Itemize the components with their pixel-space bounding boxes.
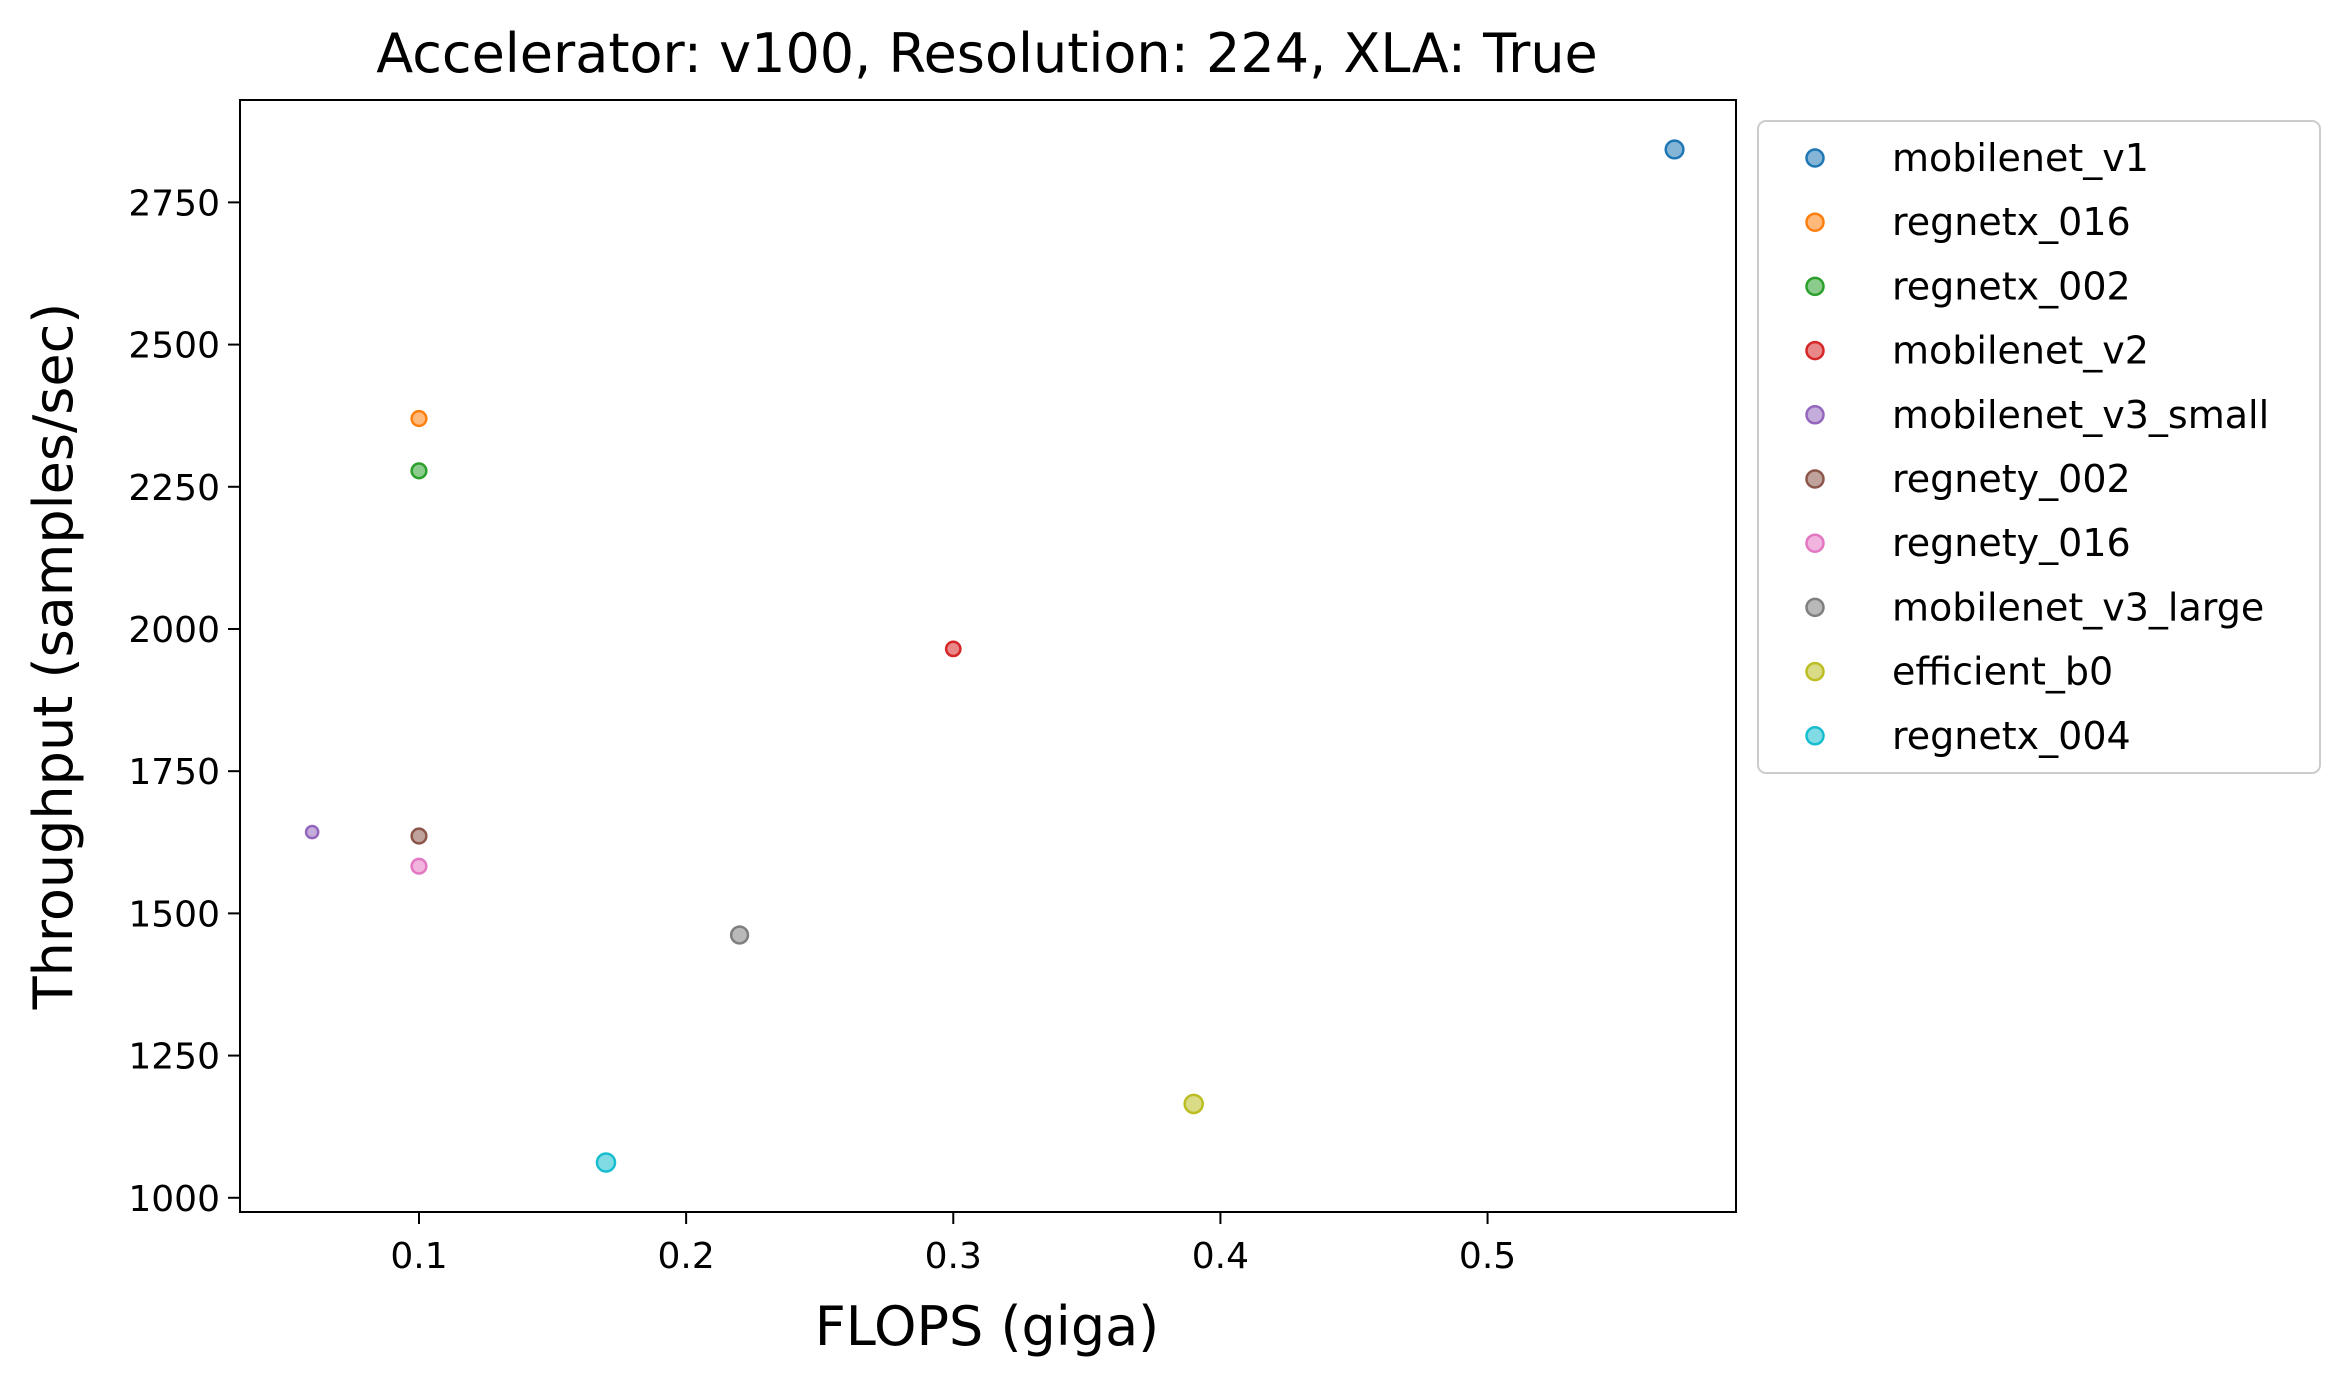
point-regnety_016 <box>410 857 428 875</box>
x-tick-label: 0.1 <box>390 1236 447 1277</box>
legend-label-mobilenet_v2: mobilenet_v2 <box>1892 329 2149 373</box>
legend-label-mobilenet_v3_large: mobilenet_v3_large <box>1892 585 2264 629</box>
legend-frame <box>1757 120 2321 774</box>
y-axis: 1000 1250 1500 1750 2000 2250 2500 2750 <box>128 183 240 1220</box>
legend-marker-efficient_b0 <box>1805 661 1825 682</box>
legend-marker-regnetx_016 <box>1805 212 1825 232</box>
legend-label-mobilenet_v3_small: mobilenet_v3_small <box>1892 393 2269 437</box>
legend-label-efficient_b0: efficient_b0 <box>1892 650 2113 694</box>
legend-label-regnetx_016: regnetx_016 <box>1892 200 2131 244</box>
y-tick-label: 2500 <box>128 326 220 367</box>
y-tick-label: 1750 <box>128 752 220 793</box>
legend-marker-regnetx_004 <box>1805 726 1825 746</box>
point-efficient_b0 <box>1183 1093 1204 1115</box>
plot-area-frame <box>239 99 1737 1213</box>
y-tick-label: 1000 <box>128 1179 220 1220</box>
point-regnetx_002 <box>410 462 428 480</box>
y-tick-label: 1250 <box>128 1037 220 1078</box>
x-tick-label: 0.2 <box>657 1236 714 1277</box>
legend-label-regnety_002: regnety_002 <box>1892 457 2131 501</box>
point-mobilenet_v2 <box>944 640 962 658</box>
legend: mobilenet_v1 regnetx_016 regnetx_002mobile… <box>1757 120 2321 774</box>
legend-label-regnety_016: regnety_016 <box>1892 521 2131 565</box>
x-tick-label: 0.5 <box>1459 1236 1516 1277</box>
legend-marker-regnetx_002 <box>1805 276 1825 297</box>
legend-label-mobilenet_v1: mobilenet_v1 <box>1892 136 2149 180</box>
legend-marker-mobilenet_v1 <box>1805 148 1825 168</box>
point-regnetx_016 <box>410 409 428 428</box>
point-mobilenet_v3_large <box>729 925 750 945</box>
legend-label-regnetx_002: regnetx_002 <box>1892 264 2131 308</box>
point-regnety_002 <box>410 827 428 845</box>
point-mobilenet_v3_small <box>304 824 320 840</box>
legend-marker-mobilenet_v3_large <box>1805 597 1825 618</box>
legend-label-regnetx_004: regnetx_004 <box>1892 714 2131 758</box>
x-tick-label: 0.4 <box>1192 1236 1249 1277</box>
x-axis: 0.1 0.2 0.3 0.4 0.5 <box>390 1212 1516 1277</box>
legend-marker-mobilenet_v2 <box>1805 340 1825 361</box>
x-axis-label: FLOPS (giga) <box>815 1295 1160 1358</box>
y-tick-label: 2250 <box>128 468 220 509</box>
data-points <box>304 139 1685 1173</box>
legend-marker-regnety_016 <box>1805 533 1825 553</box>
x-tick-label: 0.3 <box>925 1236 982 1277</box>
point-mobilenet_v1 <box>1664 139 1685 160</box>
legend-marker-mobilenet_v3_small <box>1805 405 1825 425</box>
point-regnetx_004 <box>595 1152 617 1173</box>
y-tick-label: 2000 <box>128 610 220 651</box>
y-tick-label: 1500 <box>128 894 220 935</box>
chart-title: Accelerator: v100, Resolution: 224, XLA:… <box>376 22 1598 85</box>
y-axis-label: Throughput (samples/sec) <box>22 303 85 1011</box>
y-tick-label: 2750 <box>128 183 220 224</box>
legend-marker-regnety_002 <box>1805 469 1825 489</box>
